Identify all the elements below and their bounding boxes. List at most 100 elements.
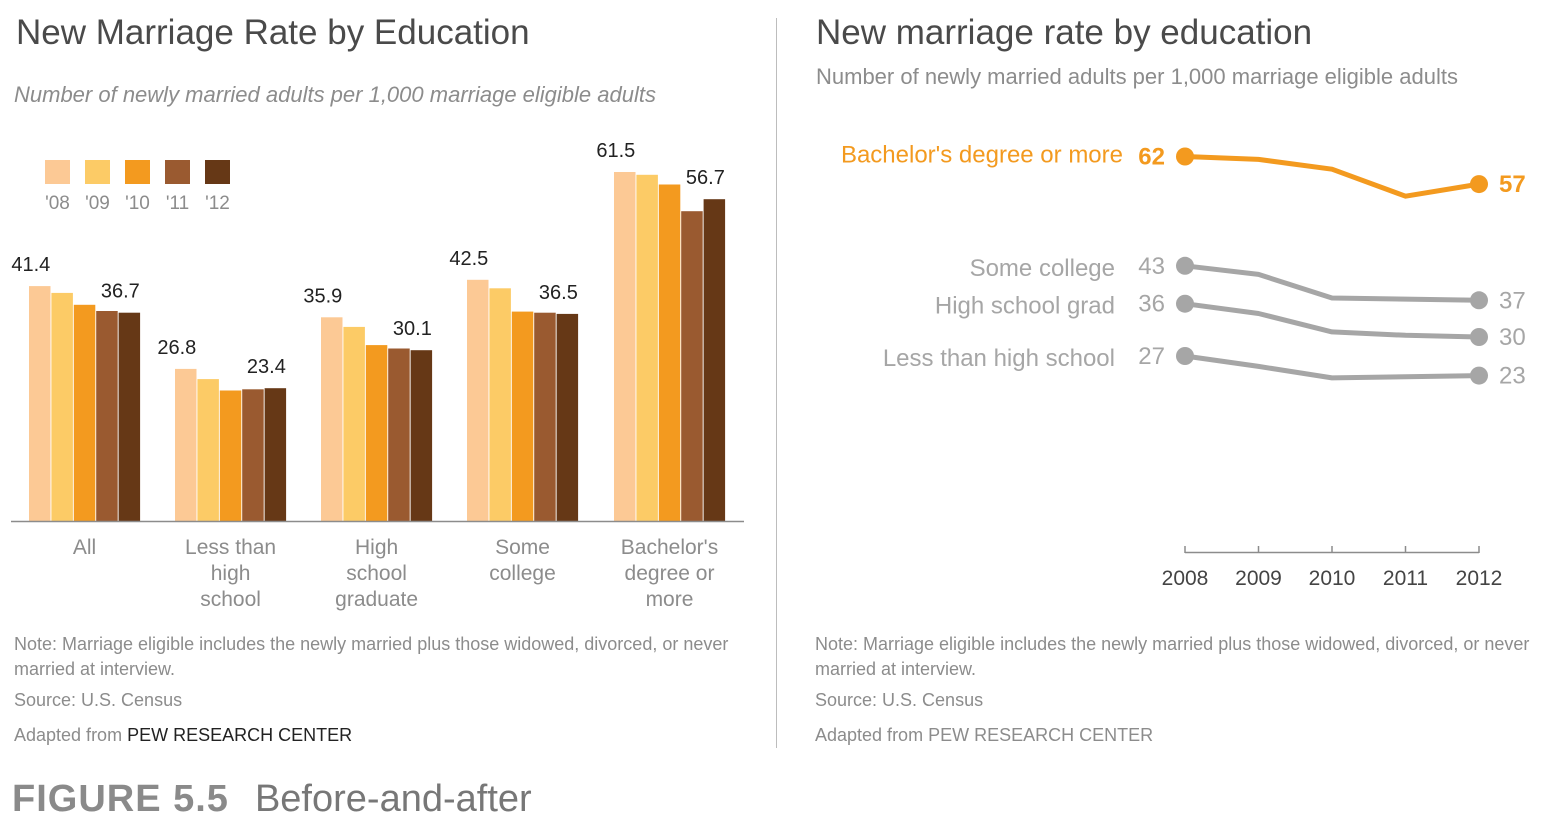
bar [467, 279, 489, 521]
left-adapted-from: Adapted from PEW RESEARCH CENTER [14, 725, 352, 746]
legend-label: '08 [45, 193, 70, 214]
x-tick-label: 2010 [1309, 567, 1356, 590]
x-tick-label: 2008 [1162, 567, 1209, 590]
legend-swatch [85, 160, 110, 184]
legend-label: '11 [166, 193, 189, 214]
bar [681, 211, 703, 521]
bar-value-label: 23.4 [247, 356, 286, 378]
left-adapted-org: PEW RESEARCH CENTER [127, 725, 353, 745]
bar-value-label: 35.9 [303, 285, 342, 307]
series-name: High school grad [935, 293, 1115, 320]
bar-value-label: 61.5 [596, 140, 635, 162]
category-label: All [73, 536, 96, 559]
category-label: Bachelor's [621, 536, 718, 559]
bar [556, 313, 579, 521]
category-label: college [489, 562, 556, 585]
bar [636, 174, 658, 522]
series-line [1182, 154, 1482, 199]
bar [343, 326, 365, 521]
left-chart-title: New Marriage Rate by Education [16, 13, 530, 52]
legend-swatch [125, 160, 150, 184]
series-end-dot [1470, 366, 1488, 385]
series-start-value: 43 [1138, 253, 1165, 280]
right-chart-panel: New marriage rate by education Number of… [800, 0, 1561, 760]
left-source: Source: U.S. Census [14, 690, 183, 710]
category-label: Some [495, 536, 550, 559]
bar [175, 368, 197, 521]
left-chart-panel: New Marriage Rate by Education Number of… [0, 0, 770, 760]
right-adapted-prefix: Adapted from [815, 725, 929, 745]
bar [410, 350, 433, 521]
bar [96, 311, 118, 521]
bar-value-label: 26.8 [157, 337, 196, 359]
series-start-dot [1176, 347, 1194, 365]
bar-value-label: 56.7 [686, 167, 725, 189]
bar-value-label: 30.1 [393, 318, 432, 340]
series-end-dot [1470, 328, 1488, 346]
series-start-value: 36 [1138, 291, 1165, 318]
series-end-value: 30 [1499, 324, 1526, 351]
bar [264, 388, 287, 521]
bar [658, 184, 681, 521]
series-start-value: 27 [1138, 343, 1165, 370]
legend-label: '10 [125, 193, 150, 214]
series-line [1182, 301, 1482, 340]
right-source: Source: U.S. Census [815, 690, 984, 710]
bar-value-label: 41.4 [11, 254, 50, 276]
right-adapted-org: PEW RESEARCH CENTER [928, 725, 1154, 745]
figure-caption-text: Before-and-after [254, 778, 532, 820]
bar [219, 390, 242, 521]
category-label: high [211, 562, 251, 585]
bar [388, 348, 410, 521]
bar [703, 199, 726, 521]
legend-swatch [205, 160, 230, 184]
bar [73, 304, 96, 521]
series-name: Less than high school [883, 345, 1115, 372]
bar [118, 312, 141, 521]
bar-value-label: 36.5 [539, 282, 578, 304]
right-note: Note: Marriage eligible includes the new… [815, 634, 1530, 679]
x-tick-label: 2011 [1383, 567, 1428, 590]
right-adapted-from: Adapted from PEW RESEARCH CENTER [815, 725, 1153, 746]
series-name: Bachelor's degree or more [841, 142, 1123, 169]
category-label: more [646, 588, 694, 611]
bar [242, 389, 264, 521]
category-label: school [200, 588, 261, 611]
category-label: graduate [335, 588, 418, 611]
bar [197, 379, 219, 521]
left-adapted-prefix: Adapted from [14, 725, 128, 745]
series-start-dot [1176, 294, 1194, 313]
bar [489, 288, 511, 521]
series-end-value: 23 [1499, 363, 1526, 390]
bar-value-label: 36.7 [101, 281, 140, 303]
x-tick-label: 2012 [1456, 567, 1503, 590]
x-tick-label: 2009 [1235, 567, 1282, 590]
bar [534, 312, 556, 521]
left-note: Note: Marriage eligible includes the new… [14, 634, 729, 679]
legend-label: '12 [205, 193, 230, 214]
series-line [1182, 263, 1482, 303]
series-start-dot [1176, 256, 1194, 275]
figure-caption: FIGURE 5.5 Before-and-after [12, 778, 532, 821]
left-chart-subtitle: Number of newly married adults per 1,000… [14, 82, 656, 107]
legend-swatch [45, 160, 70, 184]
series-name: Some college [970, 255, 1115, 282]
panel-divider [776, 18, 777, 748]
legend-label: '09 [85, 193, 110, 214]
bar [365, 345, 388, 521]
right-chart-title: New marriage rate by education [816, 13, 1313, 52]
category-label: school [346, 562, 407, 585]
bar [321, 317, 343, 521]
bar [29, 286, 51, 521]
series-end-value: 57 [1499, 171, 1526, 198]
series-line [1182, 353, 1482, 381]
legend-swatch [165, 160, 190, 184]
category-label: Less than [185, 536, 276, 559]
bar-value-label: 42.5 [449, 248, 488, 270]
series-start-value: 62 [1138, 144, 1165, 171]
series-start-dot [1176, 147, 1194, 166]
bar [511, 311, 534, 521]
series-end-dot [1470, 291, 1488, 310]
series-end-dot [1470, 175, 1488, 194]
bar [51, 292, 73, 521]
